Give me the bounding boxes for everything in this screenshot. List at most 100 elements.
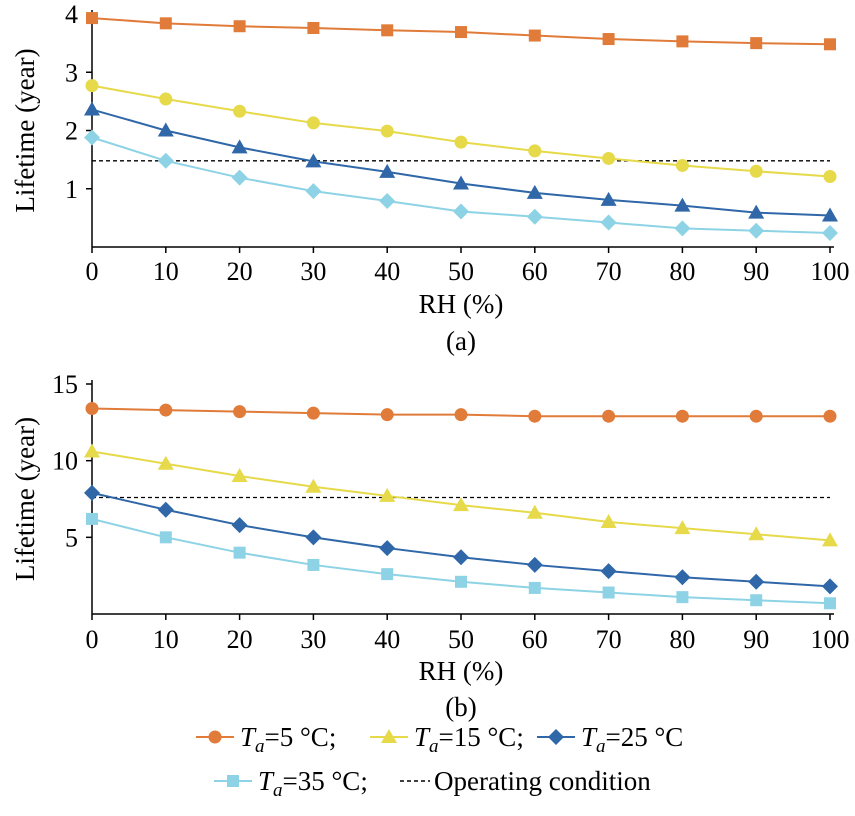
legend-var: T [258, 766, 275, 796]
data-point-ta15 [379, 487, 396, 502]
legend-sub: a [429, 736, 439, 757]
data-point-ta25 [453, 549, 469, 566]
data-point-ta25 [379, 163, 396, 178]
x-tick-label: 70 [596, 257, 622, 286]
y-axis-label: Lifetime (year) [10, 48, 40, 212]
data-point-ta25 [379, 540, 396, 557]
legend-sub: a [273, 780, 283, 801]
data-point-ta5 [824, 38, 836, 51]
data-point-ta35 [748, 222, 765, 239]
data-point-ta15 [306, 116, 320, 130]
x-tick-label: 20 [227, 257, 253, 286]
panel-label: (a) [446, 326, 476, 356]
legend-item: Ta=35 °C; [214, 766, 368, 801]
data-point-ta15 [823, 170, 837, 184]
legend-marker [548, 729, 564, 745]
data-point-ta5 [233, 20, 246, 33]
y-tick-label: 2 [65, 117, 78, 146]
data-point-ta35 [231, 169, 248, 186]
legend: Ta=5 °C; Ta=15 °C; Ta=25 °CTa=35 °C; Operat… [196, 722, 683, 801]
data-point-ta15 [157, 455, 174, 470]
x-axis-label: RH (%) [419, 656, 504, 686]
data-point-ta5 [675, 409, 689, 423]
x-tick-label: 100 [811, 625, 850, 654]
data-point-ta5 [602, 409, 616, 423]
data-point-ta5 [676, 35, 689, 48]
y-tick-label: 3 [65, 58, 78, 87]
data-point-ta35 [824, 597, 836, 610]
y-tick-label: 4 [65, 0, 78, 29]
data-point-ta5 [233, 405, 247, 419]
data-point-ta15 [453, 497, 469, 512]
legend-item: Ta=25 °C [537, 722, 683, 757]
x-tick-label: 30 [300, 625, 326, 654]
x-tick-label: 80 [669, 257, 695, 286]
x-tick-label: 80 [669, 625, 695, 654]
data-point-ta35 [381, 568, 394, 581]
x-tick-label: 40 [374, 257, 400, 286]
legend-marker [227, 775, 239, 787]
data-point-ta15 [602, 151, 616, 165]
legend-label: Ta=25 °C [581, 722, 683, 757]
data-point-ta15 [675, 158, 689, 172]
data-point-ta15 [159, 92, 173, 106]
data-point-ta25 [526, 556, 543, 573]
data-point-ta15 [85, 79, 99, 93]
x-tick-label: 60 [522, 625, 548, 654]
data-point-ta15 [233, 104, 247, 118]
data-point-ta15 [380, 124, 394, 138]
data-point-ta15 [528, 144, 542, 158]
legend-label: Ta=15 °C; [414, 722, 524, 757]
panel-a: 0 10 20 30 40 50 60 70 80 90 100 1 2 3 4 RH (%) Lifetime… [10, 0, 850, 356]
data-point-ta35 [526, 208, 543, 225]
data-point-ta5 [380, 408, 394, 422]
data-point-ta5 [749, 409, 763, 423]
legend-text: =25 °C [606, 722, 684, 752]
x-tick-label: 50 [448, 625, 474, 654]
data-point-ta5 [454, 408, 468, 422]
data-point-ta15 [454, 135, 468, 149]
x-tick-label: 100 [811, 257, 850, 286]
data-point-ta15 [305, 478, 322, 493]
data-point-ta25 [84, 101, 100, 116]
data-point-ta35 [453, 203, 469, 220]
data-point-ta25 [305, 529, 322, 546]
data-point-ta5 [85, 402, 99, 416]
x-tick-label: 90 [743, 625, 769, 654]
data-point-ta25 [748, 573, 765, 590]
data-point-ta25 [231, 139, 248, 154]
data-point-ta15 [822, 532, 838, 547]
data-point-ta5 [528, 409, 542, 423]
legend-label: Operating condition [434, 766, 651, 796]
data-point-ta35 [676, 591, 689, 604]
legend-sub: a [596, 736, 606, 757]
data-point-ta15 [600, 514, 617, 528]
legend-marker [208, 730, 222, 744]
legend-sub: a [255, 736, 265, 757]
data-point-ta35 [84, 129, 100, 146]
data-point-ta5 [750, 37, 763, 50]
x-tick-label: 30 [300, 257, 326, 286]
legend-label: Ta=35 °C; [258, 766, 368, 801]
data-point-ta35 [379, 192, 396, 209]
data-point-ta35 [674, 220, 691, 237]
data-point-ta35 [750, 594, 763, 607]
x-tick-label: 10 [153, 257, 179, 286]
x-tick-label: 70 [596, 625, 622, 654]
data-point-ta35 [822, 225, 838, 242]
legend-marker [381, 729, 397, 743]
legend-var: T [240, 722, 257, 752]
data-point-ta25 [157, 122, 174, 137]
legend-text: =35 °C; [283, 766, 368, 796]
data-point-ta25 [674, 569, 691, 586]
data-point-ta25 [822, 578, 838, 595]
series-line-ta15 [91, 84, 831, 178]
data-point-ta15 [84, 443, 100, 458]
y-tick-label: 10 [52, 447, 78, 476]
data-point-ta35 [307, 558, 320, 571]
data-point-ta5 [823, 409, 837, 423]
data-point-ta15 [748, 526, 765, 541]
data-point-ta25 [600, 191, 617, 206]
series-line-ta15 [91, 450, 831, 542]
legend-item: Ta=15 °C; [370, 722, 524, 757]
